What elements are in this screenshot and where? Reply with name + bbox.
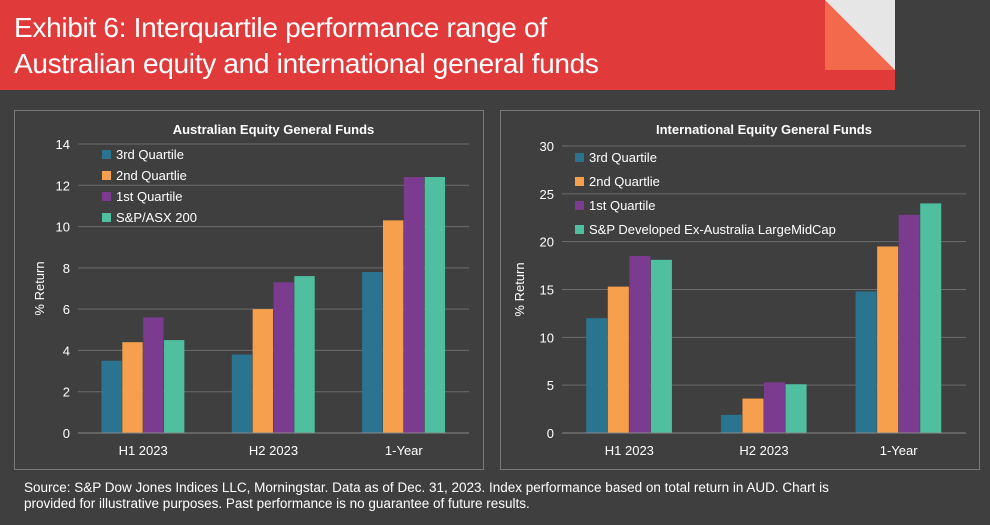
bar-1-1-3 bbox=[785, 384, 807, 433]
y-tick-label: 12 bbox=[56, 178, 70, 193]
exhibit-title-line-1: Exhibit 6: Interquartile performance ran… bbox=[14, 12, 547, 43]
legend-label: 3rd Quartile bbox=[589, 150, 657, 165]
bar-0-2-0 bbox=[362, 271, 383, 433]
y-axis-label: % Return bbox=[32, 261, 47, 315]
header-corner-shade bbox=[825, 0, 895, 70]
bar-0-0-3 bbox=[164, 340, 185, 433]
chart-australian-equity-svg: Australian Equity General Funds 0 2 4 6 8 10 12… bbox=[14, 110, 484, 470]
legend-label: 1st Quartile bbox=[589, 198, 655, 213]
header-banner bbox=[0, 0, 895, 90]
chart-title: International Equity General Funds bbox=[656, 122, 872, 137]
bar-1-2-1 bbox=[877, 246, 899, 433]
x-tick-label: H2 2023 bbox=[739, 443, 788, 458]
y-tick-label: 20 bbox=[540, 235, 554, 250]
y-tick-label: 0 bbox=[63, 426, 70, 441]
y-tick-label: 10 bbox=[56, 220, 70, 235]
chart-frame bbox=[14, 110, 484, 470]
y-tick-label: 2 bbox=[63, 385, 70, 400]
x-tick-label: H1 2023 bbox=[119, 443, 168, 458]
y-tick-label: 6 bbox=[63, 302, 70, 317]
legend-swatch bbox=[575, 225, 584, 234]
bar-0-2-1 bbox=[382, 220, 404, 433]
chart-australian-equity: Australian Equity General Funds 0 2 4 6 8 10 12… bbox=[14, 110, 484, 470]
chart-title: Australian Equity General Funds bbox=[173, 122, 375, 137]
bar-1-1-2 bbox=[764, 382, 786, 433]
y-tick-label: 4 bbox=[63, 343, 70, 358]
legend-swatch bbox=[575, 153, 584, 162]
bar-1-0-1 bbox=[607, 286, 629, 433]
x-tick-label: H1 2023 bbox=[605, 443, 654, 458]
legend-label: 2nd Quartlie bbox=[589, 174, 660, 189]
y-tick-label: 15 bbox=[540, 283, 554, 298]
bar-0-2-3 bbox=[424, 177, 446, 433]
y-axis-label: % Return bbox=[512, 262, 527, 316]
bar-0-1-2 bbox=[273, 282, 294, 433]
header-red-bar bbox=[0, 0, 895, 90]
legend-label: S&P Developed Ex-Australia LargeMidCap bbox=[589, 222, 836, 237]
exhibit-header: Exhibit 6: Interquartile performance ran… bbox=[0, 0, 990, 90]
bar-1-0-2 bbox=[629, 256, 651, 433]
bar-1-2-3 bbox=[920, 203, 942, 433]
source-footnote: Source: S&P Dow Jones Indices LLC, Morni… bbox=[24, 480, 974, 512]
source-line-1: Source: S&P Dow Jones Indices LLC, Morni… bbox=[24, 480, 829, 495]
legend-swatch bbox=[575, 201, 584, 210]
legend-swatch bbox=[102, 192, 111, 201]
bar-0-1-1 bbox=[252, 309, 273, 433]
bar-1-0-0 bbox=[586, 318, 608, 433]
y-tick-label: 8 bbox=[63, 261, 70, 276]
bar-0-2-2 bbox=[403, 177, 425, 433]
chart-international-equity: International Equity General Funds 0 5 10 15… bbox=[500, 110, 980, 470]
legend-label: 1st Quartile bbox=[116, 189, 182, 204]
bar-0-1-0 bbox=[231, 354, 253, 433]
y-tick-label: 14 bbox=[56, 137, 70, 152]
x-tick-label: 1-Year bbox=[385, 443, 423, 458]
bar-1-1-0 bbox=[720, 414, 742, 433]
bar-0-0-1 bbox=[122, 342, 143, 433]
bar-0-1-3 bbox=[294, 276, 315, 433]
y-tick-label: 25 bbox=[540, 187, 554, 202]
y-tick-label: 10 bbox=[540, 330, 554, 345]
legend-swatch bbox=[102, 213, 111, 222]
y-tick-label: 0 bbox=[547, 426, 554, 441]
bar-1-0-3 bbox=[650, 259, 672, 433]
bar-0-0-2 bbox=[143, 317, 164, 433]
bar-1-2-2 bbox=[898, 214, 920, 433]
y-tick-label: 5 bbox=[547, 378, 554, 393]
legend-swatch bbox=[102, 171, 111, 180]
legend-label: 3rd Quartile bbox=[116, 147, 184, 162]
x-tick-label: 1-Year bbox=[880, 443, 918, 458]
chart-international-equity-svg: International Equity General Funds 0 5 10 15… bbox=[500, 110, 980, 470]
bar-1-1-1 bbox=[742, 398, 764, 433]
legend-swatch bbox=[102, 150, 111, 159]
bar-1-2-0 bbox=[855, 291, 877, 433]
legend-swatch bbox=[575, 177, 584, 186]
bar-0-0-0 bbox=[101, 360, 122, 433]
chart-frame bbox=[500, 110, 980, 470]
legend-label: 2nd Quartlie bbox=[116, 168, 187, 183]
legend-label: S&P/ASX 200 bbox=[116, 210, 197, 225]
y-tick-label: 30 bbox=[540, 139, 554, 154]
source-line-2: provided for illustrative purposes. Past… bbox=[24, 496, 530, 511]
x-tick-label: H2 2023 bbox=[249, 443, 298, 458]
exhibit-title-line-2: Australian equity and international gene… bbox=[14, 48, 599, 79]
